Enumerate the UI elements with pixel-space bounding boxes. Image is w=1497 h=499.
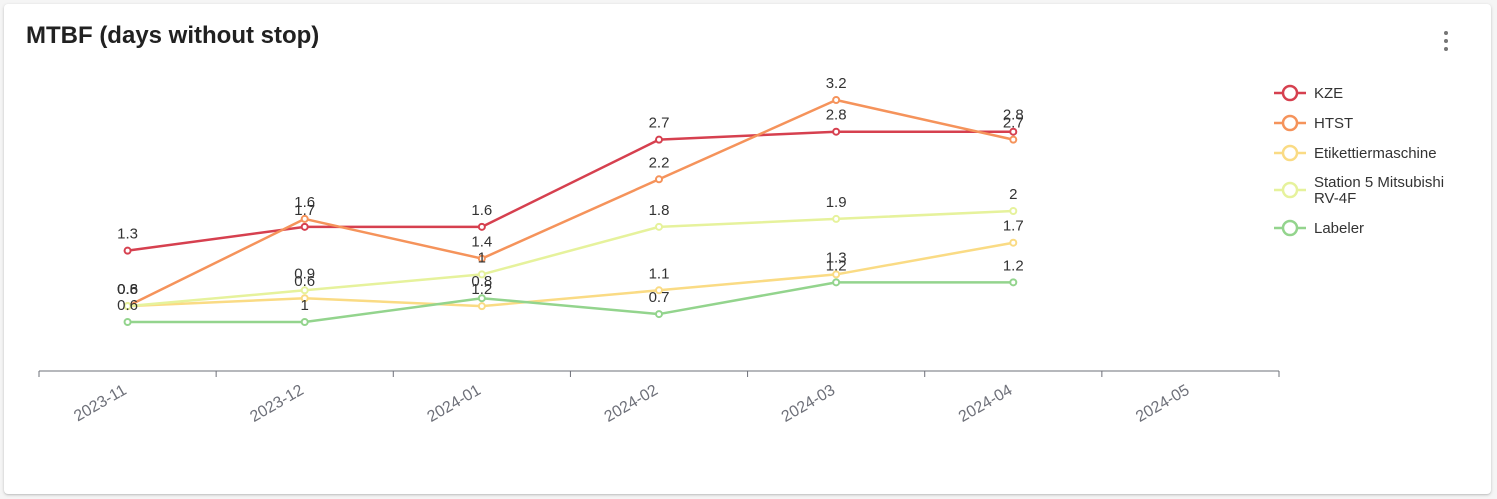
- data-label: 0.8: [117, 281, 138, 298]
- data-label: 1.1: [649, 265, 670, 282]
- menu-dot: [1444, 31, 1448, 35]
- series-htst: 0.6 1.6 1.4 2.2 3.2 2.7: [117, 75, 1024, 311]
- data-label: 3.2: [826, 75, 847, 92]
- data-point[interactable]: [300, 318, 309, 326]
- legend-label: RV-4F: [1314, 190, 1356, 207]
- legend-item[interactable]: HTST: [1274, 114, 1353, 132]
- data-point[interactable]: [123, 318, 132, 326]
- legend-marker-icon: [1281, 144, 1299, 162]
- data-label: 2.8: [826, 107, 847, 124]
- page-title: MTBF (days without stop): [26, 22, 320, 49]
- data-point[interactable]: [123, 246, 132, 255]
- data-label: 2.8: [1003, 107, 1024, 124]
- data-label: 0.8: [471, 273, 492, 290]
- data-label: 1.3: [117, 226, 138, 243]
- x-tick-label: 2023-11: [71, 382, 129, 426]
- data-label: 2: [1009, 186, 1017, 203]
- series-line: [127, 209, 1014, 308]
- data-label: 1.9: [826, 194, 847, 211]
- legend-item[interactable]: Labeler: [1274, 219, 1364, 237]
- legend-marker-icon: [1281, 84, 1299, 102]
- data-point[interactable]: [832, 96, 841, 104]
- data-point[interactable]: [300, 294, 309, 303]
- data-point[interactable]: [655, 135, 663, 144]
- data-label: 0.9: [294, 265, 315, 282]
- legend-label: KZE: [1314, 85, 1343, 102]
- series-line: [127, 241, 1014, 308]
- data-label: 1.3: [826, 249, 847, 266]
- legend-marker-icon: [1281, 114, 1299, 132]
- legend-item[interactable]: Etikettiermaschine: [1274, 144, 1437, 162]
- data-point[interactable]: [1009, 207, 1018, 215]
- legend-label: Etikettiermaschine: [1314, 145, 1437, 162]
- data-label: 1.6: [471, 202, 492, 219]
- data-point[interactable]: [477, 222, 486, 231]
- data-point[interactable]: [655, 310, 663, 319]
- legend-label: HTST: [1314, 115, 1353, 132]
- data-label: 1.7: [1003, 218, 1024, 235]
- data-point[interactable]: [477, 294, 486, 303]
- legend-marker-icon: [1281, 219, 1299, 237]
- data-label: 1.8: [649, 202, 670, 219]
- series-line: [127, 130, 1014, 252]
- data-point[interactable]: [1009, 238, 1018, 247]
- data-point[interactable]: [300, 222, 309, 231]
- series-line: [127, 281, 1014, 324]
- data-label: 0.7: [649, 289, 670, 306]
- data-point[interactable]: [300, 214, 309, 223]
- data-label: 1.4: [471, 234, 492, 251]
- legend-label: Station 5 Mitsubishi: [1314, 174, 1444, 191]
- more-vert-icon[interactable]: [1432, 26, 1460, 56]
- data-point[interactable]: [300, 286, 309, 295]
- data-point[interactable]: [1009, 135, 1018, 144]
- x-tick-label: 2024-04: [956, 382, 1015, 426]
- data-label: 1.2: [471, 281, 492, 298]
- data-label: 1.6: [294, 194, 315, 211]
- data-label: 2.2: [649, 154, 670, 171]
- x-tick-label: 2024-01: [425, 382, 484, 426]
- data-label: 1: [301, 297, 309, 314]
- data-point[interactable]: [1009, 127, 1018, 136]
- data-label: 1.2: [826, 257, 847, 274]
- data-label: 1.7: [294, 202, 315, 219]
- series-labeler: 0.6 1 0.8 0.7 1.2 1.2: [117, 257, 1024, 326]
- data-point[interactable]: [832, 278, 841, 287]
- data-point[interactable]: [655, 175, 663, 184]
- legend-marker-icon: [1281, 181, 1299, 199]
- data-point[interactable]: [1009, 278, 1018, 287]
- data-point[interactable]: [477, 302, 486, 311]
- x-tick-label: 2024-05: [1133, 382, 1192, 426]
- x-tick-label: 2024-02: [602, 382, 661, 426]
- data-point[interactable]: [123, 302, 132, 311]
- data-point[interactable]: [477, 270, 486, 279]
- data-point[interactable]: [477, 254, 486, 263]
- data-label: 0.6: [117, 281, 138, 298]
- menu-dot: [1444, 39, 1448, 43]
- data-label: 2.7: [1003, 115, 1024, 132]
- data-point[interactable]: [832, 127, 841, 136]
- series-kze: 1.31.7 1.62.7 2.8 2.8: [117, 107, 1024, 255]
- x-tick-label: 2024-03: [779, 382, 838, 426]
- data-label: 1: [478, 249, 486, 266]
- series-etikettiermaschine: 0.8 0.6 1.21.11.31.7: [117, 218, 1024, 311]
- series-station-5-mitsubishi-rv-4f: 0.60.911.8 1.9 2: [117, 186, 1018, 311]
- data-point[interactable]: [832, 214, 841, 223]
- x-tick-label: 2023-12: [247, 382, 306, 426]
- data-point[interactable]: [655, 222, 663, 231]
- data-label: 2.7: [649, 115, 670, 132]
- legend-label: Labeler: [1314, 220, 1364, 237]
- data-label: 1.2: [1003, 257, 1024, 274]
- data-point[interactable]: [655, 286, 663, 295]
- data-point[interactable]: [832, 270, 841, 279]
- series-line: [127, 98, 1014, 308]
- data-label: 0.6: [117, 281, 138, 298]
- data-label: 0.6: [117, 297, 138, 314]
- data-label: 0.6: [294, 273, 315, 290]
- legend-item[interactable]: KZE: [1274, 84, 1343, 102]
- chart-card: MTBF (days without stop): [4, 4, 1491, 494]
- menu-dot: [1444, 47, 1448, 51]
